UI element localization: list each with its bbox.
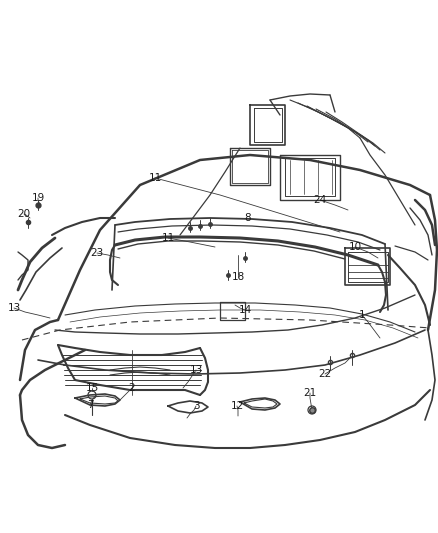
Text: 7: 7	[87, 400, 93, 410]
Text: 19: 19	[32, 193, 45, 203]
Text: 8: 8	[245, 213, 251, 223]
Text: 11: 11	[148, 173, 162, 183]
Text: 14: 14	[238, 305, 251, 315]
Text: 23: 23	[90, 248, 104, 258]
Text: 20: 20	[18, 209, 31, 219]
Text: 3: 3	[193, 401, 199, 411]
Text: 2: 2	[129, 383, 135, 393]
Text: 1: 1	[359, 310, 365, 320]
Text: 24: 24	[313, 195, 327, 205]
Text: 13: 13	[7, 303, 21, 313]
Text: 18: 18	[231, 272, 245, 282]
Text: 22: 22	[318, 369, 332, 379]
Text: 21: 21	[304, 388, 317, 398]
Text: 13: 13	[189, 365, 203, 375]
Text: 12: 12	[230, 401, 244, 411]
Text: 10: 10	[349, 242, 361, 252]
Text: 11: 11	[161, 233, 175, 243]
Text: 15: 15	[85, 383, 99, 393]
